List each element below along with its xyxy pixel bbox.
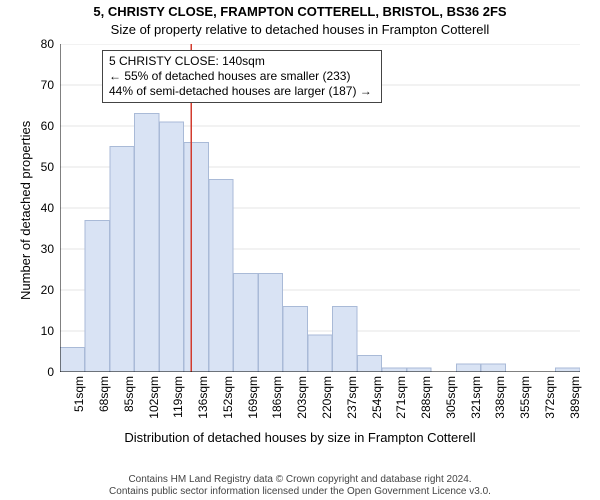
- y-tick-label: 70: [30, 78, 54, 92]
- y-tick-label: 50: [30, 160, 54, 174]
- histogram-bar: [209, 179, 233, 372]
- title-line2: Size of property relative to detached ho…: [0, 22, 600, 37]
- histogram-bar: [555, 368, 579, 372]
- x-tick-label: 254sqm: [370, 376, 384, 476]
- x-tick-label: 338sqm: [493, 376, 507, 476]
- histogram-bar: [382, 368, 406, 372]
- x-tick-label: 152sqm: [221, 376, 235, 476]
- plot-area: 5 CHRISTY CLOSE: 140sqm ← 55% of detache…: [60, 44, 580, 372]
- y-tick-label: 30: [30, 242, 54, 256]
- x-tick-label: 85sqm: [122, 376, 136, 476]
- histogram-bar: [357, 356, 381, 372]
- x-tick-label: 372sqm: [543, 376, 557, 476]
- y-tick-label: 60: [30, 119, 54, 133]
- x-tick-label: 288sqm: [419, 376, 433, 476]
- x-tick-label: 136sqm: [196, 376, 210, 476]
- annotation-box: 5 CHRISTY CLOSE: 140sqm ← 55% of detache…: [102, 50, 382, 103]
- y-tick-label: 20: [30, 283, 54, 297]
- y-tick-label: 80: [30, 37, 54, 51]
- x-tick-label: 355sqm: [518, 376, 532, 476]
- histogram-bar: [85, 220, 109, 372]
- footer-line2: Contains public sector information licen…: [0, 486, 600, 498]
- histogram-bar: [407, 368, 431, 372]
- x-tick-label: 102sqm: [147, 376, 161, 476]
- y-tick-label: 0: [30, 365, 54, 379]
- histogram-bar: [333, 306, 357, 372]
- histogram-bar: [60, 347, 84, 372]
- histogram-bar: [258, 274, 282, 372]
- x-tick-label: 389sqm: [568, 376, 582, 476]
- x-tick-label: 237sqm: [345, 376, 359, 476]
- histogram-bar: [456, 364, 480, 372]
- x-tick-label: 203sqm: [295, 376, 309, 476]
- histogram-bar: [184, 142, 208, 372]
- figure-container: 5, CHRISTY CLOSE, FRAMPTON COTTERELL, BR…: [0, 0, 600, 500]
- x-tick-label: 271sqm: [394, 376, 408, 476]
- histogram-bar: [308, 335, 332, 372]
- x-tick-label: 169sqm: [246, 376, 260, 476]
- x-tick-label: 119sqm: [171, 376, 185, 476]
- x-tick-label: 220sqm: [320, 376, 334, 476]
- annotation-line3: 44% of semi-detached houses are larger (…: [109, 84, 375, 99]
- x-tick-label: 305sqm: [444, 376, 458, 476]
- x-tick-label: 321sqm: [469, 376, 483, 476]
- footer-attribution: Contains HM Land Registry data © Crown c…: [0, 474, 600, 498]
- x-tick-label: 186sqm: [270, 376, 284, 476]
- x-tick-label: 51sqm: [72, 376, 86, 476]
- histogram-bar: [481, 364, 505, 372]
- histogram-bar: [283, 306, 307, 372]
- histogram-bar: [234, 274, 258, 372]
- histogram-bar: [159, 122, 183, 372]
- histogram-bar: [135, 114, 159, 372]
- annotation-line2: ← 55% of detached houses are smaller (23…: [109, 69, 375, 84]
- histogram-bar: [110, 147, 134, 373]
- y-tick-label: 40: [30, 201, 54, 215]
- annotation-line1: 5 CHRISTY CLOSE: 140sqm: [109, 54, 375, 69]
- title-line1: 5, CHRISTY CLOSE, FRAMPTON COTTERELL, BR…: [0, 4, 600, 19]
- y-tick-label: 10: [30, 324, 54, 338]
- x-tick-label: 68sqm: [97, 376, 111, 476]
